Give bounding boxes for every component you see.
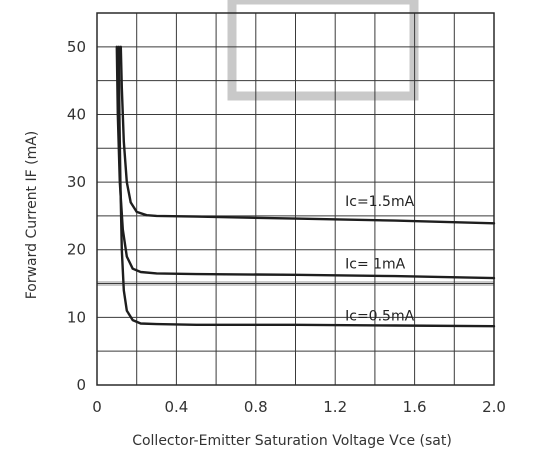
x-tick-label: 0.8 xyxy=(244,398,268,416)
y-tick-labels: 0 10 20 30 40 50 xyxy=(67,38,86,394)
curve-label: Ic= 1mA xyxy=(345,257,406,273)
x-tick-labels: 0 0.4 0.8 1.2 1.6 2.0 xyxy=(92,398,506,416)
grid xyxy=(97,13,494,385)
curve-label: Ic=1.5mA xyxy=(345,194,414,210)
x-tick-label: 1.2 xyxy=(323,398,347,416)
y-axis-title: Forward Current IF (mA) xyxy=(24,131,40,300)
plot-frame xyxy=(96,12,495,386)
y-tick-label: 0 xyxy=(76,376,86,394)
y-tick-label: 10 xyxy=(67,308,86,326)
x-tick-label: 0.4 xyxy=(164,398,188,416)
series-line xyxy=(115,45,496,280)
x-tick-label: 0 xyxy=(92,398,102,416)
y-tick-label: 20 xyxy=(67,241,86,259)
gray-watermark-frame xyxy=(227,0,419,101)
series-line xyxy=(117,45,496,328)
x-axis-title: Collector-Emitter Saturation Voltage Vce… xyxy=(132,433,452,449)
x-tick-label: 1.6 xyxy=(403,398,427,416)
curve-labels: Ic=1.5mA Ic= 1mA Ic=0.5mA xyxy=(345,194,414,325)
y-tick-label: 30 xyxy=(67,173,86,191)
curves xyxy=(115,45,496,328)
y-tick-label: 50 xyxy=(67,38,86,56)
x-tick-label: 2.0 xyxy=(482,398,506,416)
series-line xyxy=(119,45,496,225)
y-tick-label: 40 xyxy=(67,105,86,123)
curve-label: Ic=0.5mA xyxy=(345,309,414,325)
